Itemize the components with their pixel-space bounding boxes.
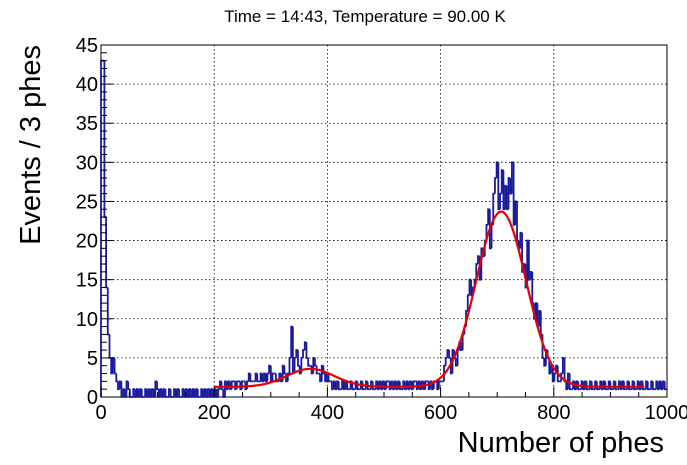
histogram-bin: [249, 373, 253, 383]
histogram-bin: [288, 356, 292, 374]
histogram-bin: [346, 381, 349, 391]
histogram-bin: [456, 349, 460, 366]
histogram-bars: [100, 59, 667, 398]
y-tick-label: 20: [76, 231, 98, 253]
histogram-bin: [156, 381, 159, 391]
histogram-bin: [385, 380, 388, 390]
histogram-bin: [106, 287, 110, 336]
x-tick-label: 0: [95, 402, 106, 424]
histogram-bin: [230, 380, 234, 390]
plot-area: [100, 44, 668, 398]
histogram-bin: [448, 350, 451, 359]
histogram-bin: [412, 380, 416, 390]
histogram-bin: [256, 373, 259, 383]
histogram-bin: [444, 356, 448, 366]
y-tick-label: 40: [76, 74, 98, 96]
histogram-bin: [361, 381, 365, 391]
histogram-bin: [398, 381, 402, 391]
y-tick-label: 45: [76, 35, 98, 57]
y-tick-label: 10: [76, 309, 98, 331]
histogram-bin: [235, 380, 239, 390]
histogram-bin: [604, 381, 607, 391]
histogram-bin: [595, 381, 599, 391]
histogram-bin: [568, 373, 572, 391]
histogram-bin: [178, 389, 181, 398]
histogram-bin: [266, 372, 270, 382]
x-axis-label: Number of phes: [458, 427, 664, 459]
histogram-bin: [164, 389, 168, 398]
y-axis-label: Events / 3 phes: [15, 45, 47, 245]
x-tick-label: 800: [537, 402, 570, 424]
histogram-bin: [105, 217, 108, 289]
histogram-bin: [494, 177, 497, 194]
fit-curve: [214, 210, 645, 388]
x-tick-label: 1000: [645, 402, 687, 424]
grid-lines: [101, 45, 667, 397]
x-tick-label: 400: [311, 402, 344, 424]
histogram-bin: [628, 381, 631, 391]
histogram-bin: [241, 380, 244, 390]
histogram-bin: [577, 381, 580, 391]
histogram-bin: [140, 389, 144, 398]
histogram-bin: [337, 381, 341, 391]
histogram-bin: [217, 388, 220, 397]
y-axis: 0 5 10 15 20 25 30 35 40 45: [76, 35, 113, 409]
histogram-bin: [590, 381, 594, 391]
histogram-bin: [127, 381, 130, 391]
histogram-bin: [614, 381, 618, 391]
histogram-bin: [609, 381, 613, 391]
histogram-bin: [128, 389, 132, 398]
histogram-bin: [539, 310, 543, 336]
histogram-bin: [196, 389, 200, 398]
y-tick-label: 15: [76, 270, 98, 292]
histogram-bin: [366, 381, 370, 391]
histogram-bin: [305, 342, 309, 359]
histogram-bin: [623, 381, 626, 391]
histogram-bin: [113, 357, 117, 375]
y-tick-label: 5: [87, 348, 98, 370]
histogram-bin: [563, 357, 567, 383]
histogram-bin: [633, 381, 636, 391]
histogram-bin: [663, 381, 667, 391]
histogram-bin: [516, 201, 519, 242]
chart-title: Time = 14:43, Temperature = 90.00 K: [224, 7, 506, 26]
histogram-bin: [553, 372, 557, 382]
histogram-bin: [646, 381, 650, 391]
x-tick-label: 200: [198, 402, 231, 424]
y-tick-label: 0: [87, 387, 98, 409]
histogram-bin: [302, 349, 305, 358]
y-tick-label: 30: [76, 152, 98, 174]
histogram-bin: [585, 381, 589, 391]
y-tick-label: 25: [76, 191, 98, 213]
histogram-bin: [424, 380, 428, 390]
histogram-bin: [651, 381, 655, 391]
histogram-bin: [556, 365, 560, 383]
histogram-bin: [314, 357, 317, 367]
histogram-bin: [169, 389, 173, 398]
y-tick-label: 35: [76, 113, 98, 135]
histogram-bin: [100, 59, 103, 397]
histogram-bin: [641, 381, 645, 391]
histogram-bin: [315, 365, 319, 375]
histogram-bin: [297, 350, 300, 367]
histogram-bin: [108, 334, 112, 359]
histogram-bin: [220, 381, 224, 391]
histogram-bin: [271, 372, 275, 382]
histogram-bin: [327, 373, 331, 383]
histogram-bin: [283, 365, 287, 375]
histogram-bin: [531, 271, 534, 305]
histogram-bin: [371, 381, 375, 391]
histogram-bin: [307, 357, 310, 367]
x-axis: 0 200 400 600 800 1000: [95, 387, 687, 424]
histogram-bin: [490, 224, 494, 249]
x-tick-label: 600: [424, 402, 457, 424]
histogram-bin: [438, 380, 441, 390]
fit-curve-layer: [214, 210, 645, 388]
plot-frame: [100, 44, 668, 398]
histogram-bin: [115, 373, 118, 383]
histogram-bin: [461, 333, 465, 351]
histogram-bin: [300, 356, 304, 374]
